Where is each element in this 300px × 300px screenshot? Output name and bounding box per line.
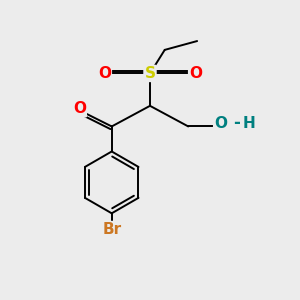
- Text: O: O: [189, 66, 202, 81]
- Text: Br: Br: [102, 222, 121, 237]
- Text: O: O: [214, 116, 227, 131]
- Text: O: O: [98, 66, 111, 81]
- Text: S: S: [145, 66, 155, 81]
- Text: O: O: [73, 101, 86, 116]
- Text: -: -: [233, 115, 240, 133]
- Text: H: H: [242, 116, 255, 131]
